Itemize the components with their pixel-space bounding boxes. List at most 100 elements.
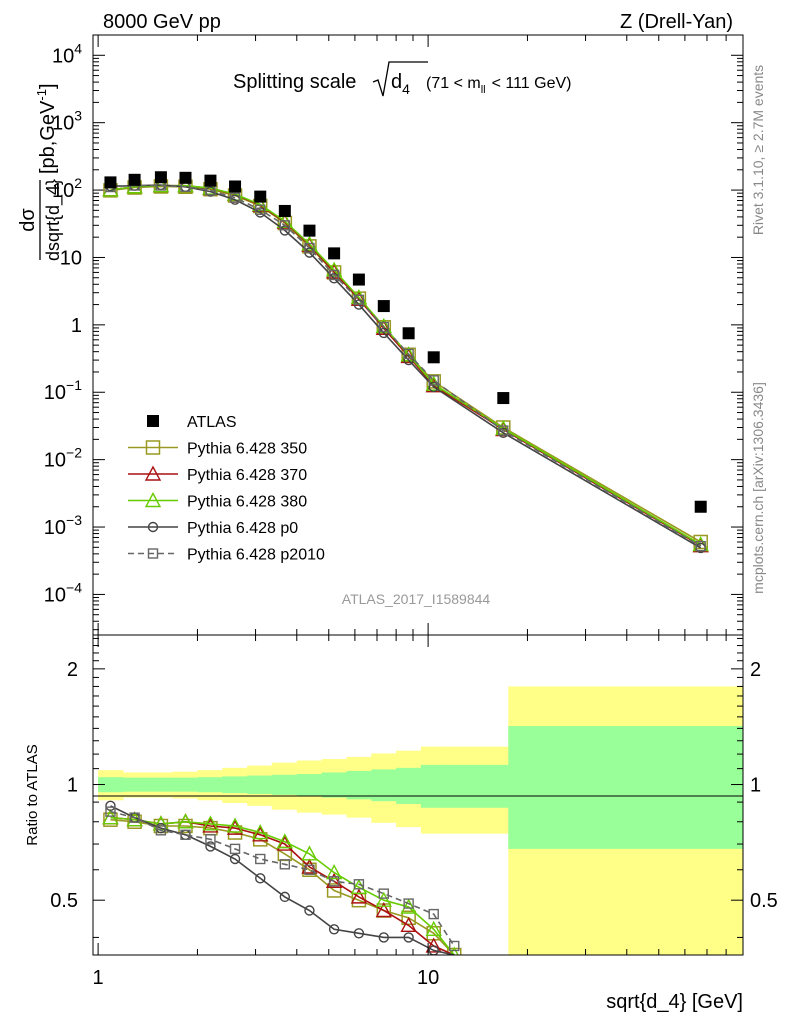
ratio-point-pythia-6-428-p0 bbox=[229, 853, 241, 865]
ratio-point-pythia-6-428-380 bbox=[375, 891, 392, 907]
ylabel-units-close: ] bbox=[37, 83, 59, 89]
data-point-atlas bbox=[427, 351, 440, 364]
ylabel-units-text: [pb,GeV bbox=[37, 100, 59, 174]
main-y-tick-label: 103 bbox=[52, 108, 82, 135]
data-point-atlas bbox=[229, 180, 242, 193]
data-point-atlas bbox=[497, 392, 510, 405]
legend-entry-pythia-6-428-350: Pythia 6.428 350 bbox=[128, 440, 307, 458]
legend-entry-pythia-6-428-380: Pythia 6.428 380 bbox=[128, 492, 307, 511]
main-y-tick-label: 1 bbox=[71, 315, 82, 337]
ratio-point-pythia-6-428-p2010 bbox=[255, 853, 266, 865]
legend-label-pythia-6-428-p2010: Pythia 6.428 p2010 bbox=[187, 547, 325, 564]
band-stat-bin bbox=[445, 764, 509, 808]
main-y-tick-label: 10−4 bbox=[44, 579, 82, 606]
data-point-atlas bbox=[377, 300, 390, 313]
legend-entry-pythia-6-428-p2010: Pythia 6.428 p2010 bbox=[128, 547, 325, 564]
legend-label-pythia-6-428-380: Pythia 6.428 380 bbox=[187, 494, 307, 511]
series-pythia-6-428-p2010 bbox=[105, 180, 706, 552]
main-y-tick-label: 104 bbox=[52, 40, 82, 67]
main-series-group bbox=[102, 171, 709, 554]
main-y-tick-label-exponent: −4 bbox=[66, 579, 82, 595]
main-y-tick-label: 10−2 bbox=[44, 445, 82, 472]
ratio-point-pythia-6-428-380 bbox=[276, 833, 294, 849]
main-y-axis-label: dσ dsqrt{d_4} [pb,GeV-1] bbox=[17, 83, 64, 261]
ratio-point-pythia-6-428-p2010 bbox=[428, 908, 439, 920]
ratio-series-clipped bbox=[102, 800, 462, 955]
ratio-point-pythia-6-428-370 bbox=[350, 888, 368, 904]
ratio-point-pythia-6-428-370 bbox=[375, 902, 392, 918]
ratio-point-pythia-6-428-350 bbox=[103, 812, 118, 827]
ratio-point-pythia-6-428-370 bbox=[301, 858, 318, 874]
title-symbol-letter: d bbox=[391, 71, 402, 93]
data-point-pythia-6-428-p2010 bbox=[255, 204, 266, 215]
data-point-pythia-6-428-p2010 bbox=[695, 540, 706, 552]
legend-label-pythia-6-428-p0: Pythia 6.428 p0 bbox=[187, 520, 298, 537]
ratio-point-pythia-6-428-380 bbox=[252, 824, 269, 840]
data-point-atlas bbox=[352, 273, 365, 286]
legend-marker-pythia-6-428-350 bbox=[145, 440, 161, 455]
ratio-y-tick-label-right: 0.5 bbox=[750, 890, 778, 912]
data-point-atlas bbox=[278, 204, 291, 217]
analysis-watermark: ATLAS_2017_I1589844 bbox=[342, 591, 491, 607]
band-stat-bin bbox=[148, 777, 173, 792]
ratio-series-pythia-6-428-380 bbox=[102, 809, 459, 955]
ratio-point-pythia-6-428-350 bbox=[401, 910, 416, 926]
ylabel-units: [pb,GeV-1] bbox=[34, 83, 59, 174]
x-axis-label: sqrt{d_4} [GeV] bbox=[606, 991, 743, 1013]
ratio-point-pythia-6-428-p2010 bbox=[378, 888, 389, 899]
series-atlas bbox=[104, 171, 707, 513]
data-point-atlas bbox=[402, 327, 415, 340]
ratio-y-tick-label-right: 2 bbox=[750, 659, 761, 681]
ratio-point-pythia-6-428-p2010 bbox=[129, 812, 140, 823]
rivet-version-label: Rivet 3.1.10, ≥ 2.7M events bbox=[750, 65, 766, 235]
main-y-tick-label-base: 10 bbox=[44, 450, 66, 472]
ratio-point-pythia-6-428-p2010 bbox=[180, 829, 191, 840]
main-axis-ticks bbox=[93, 34, 744, 635]
data-point-pythia-6-428-p2010 bbox=[279, 220, 291, 231]
title-symbol-sub: 4 bbox=[402, 81, 410, 97]
data-point-atlas bbox=[303, 224, 316, 237]
ratio-point-pythia-6-428-p0 bbox=[255, 873, 266, 884]
ratio-point-pythia-6-428-380 bbox=[400, 898, 417, 914]
band-stat-bin bbox=[508, 726, 744, 849]
title-range-end: < 111 GeV) bbox=[492, 75, 572, 92]
ratio-point-pythia-6-428-p0 bbox=[403, 932, 414, 943]
ratio-axis-ticks bbox=[93, 635, 744, 955]
ratio-series-pythia-6-428-p0 bbox=[105, 800, 455, 955]
main-y-tick-label: 102 bbox=[52, 175, 82, 202]
data-point-atlas bbox=[254, 190, 267, 203]
ratio-point-pythia-6-428-350 bbox=[127, 814, 142, 830]
ratio-point-pythia-6-428-370 bbox=[400, 916, 417, 933]
legend-marker-pythia-6-428-370 bbox=[144, 465, 162, 481]
data-point-pythia-6-428-p2010 bbox=[498, 425, 509, 436]
data-point-pythia-6-428-p2010 bbox=[229, 192, 241, 203]
data-point-atlas bbox=[104, 176, 117, 189]
band-stat-bin bbox=[222, 776, 248, 794]
ratio-point-pythia-6-428-380 bbox=[102, 809, 119, 825]
main-y-tick-label-exponent: −3 bbox=[66, 512, 82, 528]
ratio-point-pythia-6-428-380 bbox=[226, 817, 244, 833]
ratio-point-pythia-6-428-p2010 bbox=[229, 843, 241, 855]
legend-label-pythia-6-428-370: Pythia 6.428 370 bbox=[187, 467, 307, 484]
ratio-y-tick-label: 1 bbox=[67, 775, 78, 797]
data-point-atlas bbox=[328, 247, 341, 260]
ylabel-denominator: dsqrt{d_4} bbox=[43, 179, 64, 261]
ratio-point-pythia-6-428-p2010 bbox=[304, 864, 315, 875]
ratio-point-pythia-6-428-p0 bbox=[105, 800, 116, 812]
ratio-tick-labels: 0.5 0.5 1 1 2 2 1 10 bbox=[50, 659, 778, 989]
legend-label-pythia-6-428-350: Pythia 6.428 350 bbox=[187, 441, 307, 458]
main-panel-frame bbox=[92, 34, 744, 636]
legend-marker-pythia-6-428-p0 bbox=[147, 521, 159, 533]
data-point-atlas bbox=[128, 173, 141, 186]
legend-marker-pythia-6-428-p2010 bbox=[147, 548, 159, 559]
ratio-panel-frame bbox=[92, 634, 744, 956]
title-range-sub: ll bbox=[481, 84, 486, 96]
band-stat-bin bbox=[172, 777, 198, 792]
energy-label: 8000 GeV pp bbox=[103, 11, 221, 33]
ratio-point-pythia-6-428-370 bbox=[325, 872, 343, 888]
band-stat-bin bbox=[420, 764, 447, 808]
ratio-point-pythia-6-428-380 bbox=[301, 845, 318, 861]
ylabel-units-exponent: -1 bbox=[34, 89, 49, 101]
band-stat-bin bbox=[197, 777, 223, 793]
title-text: Splitting scale bbox=[233, 71, 356, 93]
